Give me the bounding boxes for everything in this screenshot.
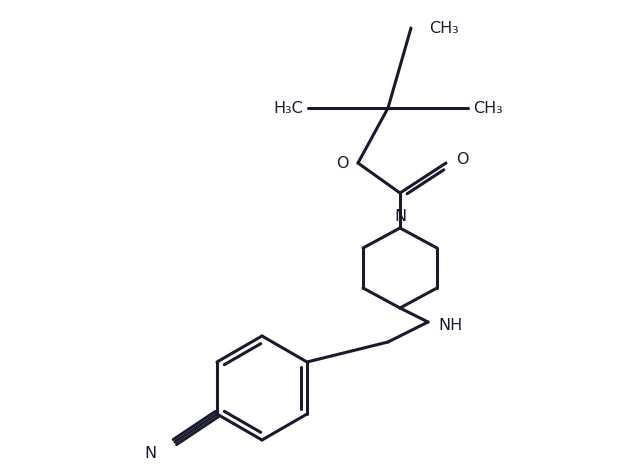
Text: N: N — [394, 209, 406, 224]
Text: CH₃: CH₃ — [473, 101, 503, 116]
Text: O: O — [337, 156, 349, 171]
Text: CH₃: CH₃ — [429, 21, 459, 36]
Text: H₃C: H₃C — [273, 101, 303, 116]
Text: O: O — [456, 152, 468, 167]
Text: N: N — [145, 446, 157, 462]
Text: NH: NH — [438, 318, 462, 332]
